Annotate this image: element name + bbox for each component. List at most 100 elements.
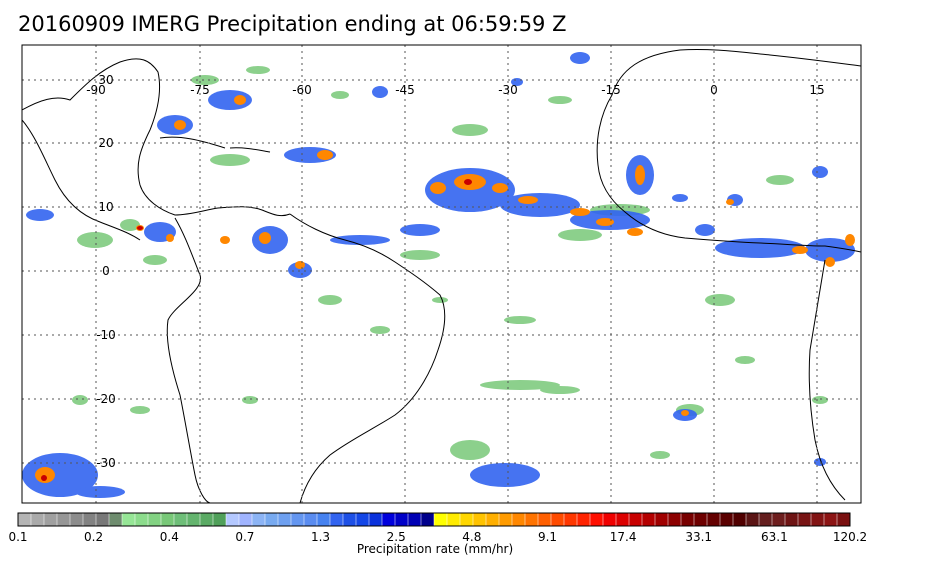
colorbar-swatch: [576, 512, 591, 527]
lat-label: 0: [102, 264, 110, 278]
colorbar-swatch: [303, 512, 318, 527]
colorbar-tick-label: 0.7: [235, 530, 254, 544]
lon-label: -60: [292, 83, 312, 97]
hispaniola-coastline: [229, 147, 271, 153]
colorbar-swatch: [498, 512, 513, 527]
colorbar-swatch: [459, 512, 474, 527]
colorbar-swatch: [56, 512, 71, 527]
colorbar-swatch: [329, 512, 344, 527]
colorbar-swatch: [17, 512, 32, 527]
lat-label: 10: [98, 200, 113, 214]
colorbar-swatch: [394, 512, 409, 527]
colorbar-swatch: [680, 512, 695, 527]
colorbar-swatch: [771, 512, 786, 527]
colorbar-tick-label: 33.1: [685, 530, 712, 544]
colorbar-swatch: [823, 512, 838, 527]
colorbar-swatch: [225, 512, 240, 527]
colorbar-swatch: [563, 512, 578, 527]
colorbar-tick-labels: 0.1 0.2 0.4 0.7 1.3 2.5 4.8 9.1 17.4 33.1 63.1 120.…: [8, 530, 867, 544]
colorbar-tick-label: 17.4: [610, 530, 637, 544]
colorbar-tick-label: 9.1: [538, 530, 557, 544]
lon-label: 0: [710, 83, 718, 97]
lon-label: -90: [86, 83, 106, 97]
colorbar-tick-label: 1.3: [311, 530, 330, 544]
colorbar-swatch: [368, 512, 383, 527]
colorbar-swatch: [667, 512, 682, 527]
cuba-coastline: [159, 136, 226, 149]
colorbar-swatch: [836, 512, 851, 527]
colorbar-swatch: [186, 512, 201, 527]
lat-label: -30: [96, 456, 116, 470]
precip-layer: [22, 52, 855, 498]
colorbar-swatch: [602, 512, 617, 527]
colorbar-swatch: [95, 512, 110, 527]
colorbar-swatch: [134, 512, 149, 527]
colorbar-swatch: [30, 512, 45, 527]
colorbar-tick-label: 0.2: [84, 530, 103, 544]
colorbar-swatch: [212, 512, 227, 527]
colorbar-swatch: [719, 512, 734, 527]
longitude-labels: -90 -75 -60 -45 -30 -15 0 15: [86, 83, 824, 97]
colorbar-swatch: [342, 512, 357, 527]
lon-label: -75: [190, 83, 210, 97]
colorbar-tick-label: 4.8: [462, 530, 481, 544]
colorbar-swatch: [524, 512, 539, 527]
colorbar-swatch: [433, 512, 448, 527]
colorbar-swatch: [654, 512, 669, 527]
colorbar-swatch: [485, 512, 500, 527]
map-frame: [21, 44, 862, 504]
lat-label: 20: [98, 136, 113, 150]
colorbar-title: Precipitation rate (mm/hr): [356, 542, 514, 556]
mexico-coastline: [22, 119, 141, 241]
colorbar-swatch: [82, 512, 97, 527]
colorbar-swatch: [108, 512, 123, 527]
graticule: [22, 45, 861, 503]
colorbar-swatch: [810, 512, 825, 527]
colorbar-swatch: [420, 512, 435, 527]
lon-label: -45: [395, 83, 415, 97]
colorbar-swatch: [238, 512, 253, 527]
colorbar-swatch: [628, 512, 643, 527]
colorbar-swatch: [758, 512, 773, 527]
lon-label: -15: [601, 83, 621, 97]
colorbar-swatch: [407, 512, 422, 527]
lat-label: 30: [98, 73, 113, 87]
colorbar-swatch: [693, 512, 708, 527]
colorbar-swatch: [446, 512, 461, 527]
colorbar-swatch: [472, 512, 487, 527]
map-title: 20160909 IMERG Precipitation ending at 0…: [18, 12, 567, 36]
colorbar-swatch: [706, 512, 721, 527]
colorbar-swatch: [147, 512, 162, 527]
colorbar-swatch: [732, 512, 747, 527]
colorbar-swatch: [121, 512, 136, 527]
colorbar-tick-label: 2.5: [387, 530, 406, 544]
lat-label: -20: [96, 392, 116, 406]
precip-extreme: [41, 179, 472, 481]
colorbar-swatch: [316, 512, 331, 527]
lon-label: 15: [809, 83, 824, 97]
colorbar-swatch: [589, 512, 604, 527]
latitude-labels: 30 20 10 0 -10 -20 -30: [96, 73, 116, 470]
colorbar-swatch: [264, 512, 279, 527]
colorbar-tick-label: 0.4: [160, 530, 179, 544]
colorbar-swatch: [43, 512, 58, 527]
lat-label: -10: [96, 328, 116, 342]
africa-coastline: [596, 48, 861, 501]
colorbar-frame: [17, 512, 851, 527]
colorbar-swatch: [251, 512, 266, 527]
lon-label: -30: [498, 83, 518, 97]
colorbar-swatch: [797, 512, 812, 527]
colorbar-swatch: [550, 512, 565, 527]
colorbar-swatch: [641, 512, 656, 527]
colorbar-swatches: [17, 512, 851, 527]
colorbar-swatch: [511, 512, 526, 527]
precip-moderate: [22, 52, 855, 498]
colorbar-swatch: [784, 512, 799, 527]
colorbar-swatch: [160, 512, 175, 527]
colorbar-swatch: [199, 512, 214, 527]
colorbar-swatch: [381, 512, 396, 527]
colorbar-swatch: [745, 512, 760, 527]
colorbar-swatch: [69, 512, 84, 527]
